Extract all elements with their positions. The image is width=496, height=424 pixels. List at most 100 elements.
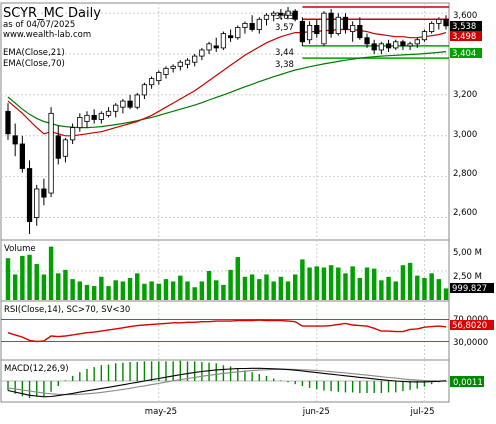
- macd-hist-bar: [122, 362, 124, 381]
- rsi-pane: [0, 300, 450, 361]
- macd-hist-bar: [402, 381, 404, 392]
- x-label-may: may-25: [145, 407, 177, 417]
- chart-date: as of 04/07/2025: [3, 20, 75, 30]
- candle: [421, 29, 428, 42]
- volume-bar: [386, 276, 391, 300]
- macd-label: MACD(12,26,9): [4, 364, 69, 374]
- macd-hist-bar: [387, 381, 390, 393]
- candle-body: [163, 67, 169, 75]
- volume-bar: [106, 286, 111, 300]
- macd-hist-bar: [244, 370, 246, 381]
- macd-hist-bar: [301, 381, 304, 387]
- volume-bar: [206, 271, 212, 300]
- macd-hist-bar: [229, 366, 232, 381]
- macd-hist-bar: [172, 361, 174, 381]
- macd-hist-bar: [416, 381, 418, 389]
- macd-hist-bar: [280, 380, 282, 382]
- candle: [5, 103, 11, 140]
- volume-bar: [429, 273, 434, 300]
- candle-body: [177, 61, 183, 67]
- candle: [256, 17, 262, 34]
- candle: [163, 66, 169, 79]
- ema21-path: [7, 28, 447, 137]
- candle: [177, 60, 183, 71]
- volume-bar: [400, 265, 406, 300]
- volume-bar: [415, 275, 420, 300]
- candle-body: [436, 18, 442, 24]
- candle-body: [285, 10, 291, 16]
- candle-body: [220, 33, 227, 49]
- candle: [328, 9, 334, 38]
- volume-bar: [271, 281, 276, 300]
- green-level-badge: [450, 48, 482, 58]
- rsi-tick-30: 30,0000: [453, 338, 488, 348]
- candle: [378, 41, 385, 55]
- candle-body: [120, 100, 126, 108]
- red-level-value: 3,498: [452, 32, 476, 42]
- candle-body: [84, 114, 90, 122]
- candle: [443, 15, 449, 30]
- annotation-upper-green: 3,44: [275, 48, 294, 58]
- macd-hist-bar: [158, 361, 160, 381]
- volume-bar: [443, 288, 449, 300]
- macd-hist-bar: [272, 378, 275, 381]
- volume-bar: [27, 254, 32, 300]
- volume-tick-5m: 5,00 M: [453, 248, 482, 258]
- candle: [62, 137, 69, 163]
- candle: [407, 41, 413, 50]
- volume-bar: [41, 274, 47, 300]
- volume-bar: [142, 283, 147, 300]
- macd-hist-bar: [373, 381, 375, 394]
- candle: [371, 39, 377, 55]
- volume-bar: [163, 279, 169, 300]
- volume-bar: [48, 246, 54, 300]
- candle-body: [299, 20, 306, 43]
- volume-bar: [77, 281, 83, 300]
- annotation-lower-red: 3,57: [275, 23, 294, 33]
- candle-body: [5, 110, 11, 135]
- candle-body: [414, 39, 420, 45]
- candle-body: [192, 55, 198, 63]
- candle: [299, 17, 306, 46]
- volume-bar: [185, 281, 190, 300]
- candle-body: [55, 135, 61, 159]
- candle-body: [364, 37, 370, 45]
- candle-body: [105, 110, 112, 116]
- candle: [321, 11, 327, 46]
- candle-body: [227, 35, 234, 39]
- macd-hist-bar: [330, 381, 332, 392]
- candle-body: [371, 43, 377, 51]
- candle: [436, 17, 442, 30]
- volume-bar: [149, 281, 154, 300]
- volume-tick-2-5m: 2,50 M: [453, 272, 482, 282]
- volume-bar: [56, 273, 61, 300]
- volume-bar: [135, 273, 140, 300]
- macd-hist-bar: [93, 367, 95, 381]
- ema21-line: [7, 28, 447, 137]
- macd-hist-bar: [251, 372, 253, 381]
- candle-body: [69, 127, 76, 141]
- candle-body: [34, 188, 40, 218]
- rsi-label: RSI(Close,14), SC>70, SV<30: [4, 305, 130, 315]
- candle: [400, 39, 406, 50]
- macd-hist-bar: [337, 381, 339, 392]
- volume-bar: [170, 281, 176, 300]
- volume-bar: [221, 284, 226, 300]
- candle-body: [148, 78, 155, 86]
- green-level-value: 3,404: [452, 49, 476, 59]
- candle-body: [235, 27, 241, 39]
- candle-body: [213, 45, 219, 49]
- annotation-lower-green: 3,38: [275, 60, 294, 70]
- candle-body: [256, 18, 262, 30]
- candle-body: [91, 114, 97, 120]
- macd-hist-bar: [136, 362, 138, 381]
- volume-bars: [1, 246, 449, 300]
- macd-hist-bar: [380, 381, 383, 394]
- volume-bar: [407, 262, 413, 300]
- macd-hist-bar: [258, 374, 261, 381]
- candle-body: [263, 14, 270, 20]
- legend-ema21: EMA(Close,21): [3, 48, 65, 58]
- volume-bar: [12, 274, 18, 300]
- candle: [77, 113, 83, 132]
- macd-hist-bar: [64, 380, 67, 382]
